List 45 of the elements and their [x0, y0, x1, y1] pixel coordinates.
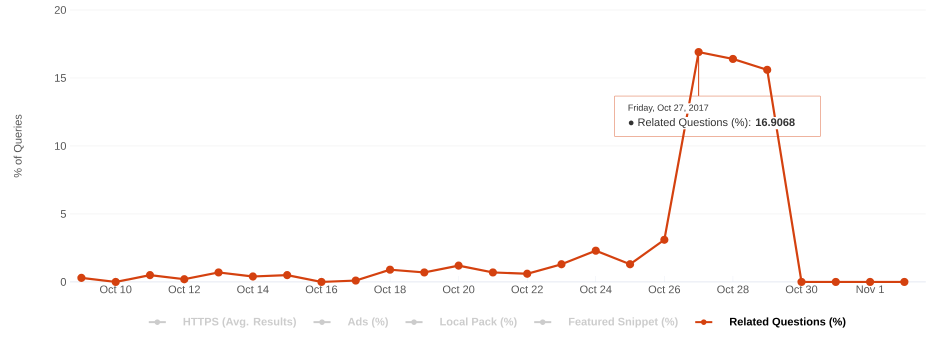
point — [488, 268, 497, 277]
point — [386, 266, 394, 274]
point — [660, 236, 668, 244]
point — [112, 278, 120, 286]
point — [523, 270, 532, 278]
point — [592, 246, 600, 255]
x-tick-label: Nov 1 — [856, 286, 884, 294]
point — [557, 260, 566, 268]
x-tick-label: Oct 24 — [580, 286, 612, 294]
point — [317, 278, 326, 286]
x-tick-label: Oct 20 — [442, 286, 474, 294]
x-tick-label: Oct 14 — [237, 286, 269, 294]
y-tick-label: 20 — [54, 6, 66, 14]
x-tick-label: Oct 22 — [512, 286, 543, 294]
point — [146, 271, 154, 280]
point — [214, 268, 223, 277]
y-tick-label: 10 — [55, 142, 66, 150]
point — [248, 272, 257, 281]
y-tick-label: 0 — [60, 278, 66, 286]
point — [283, 271, 292, 280]
x-tick-label: Oct 30 — [786, 286, 818, 294]
y-tick-label: 5 — [60, 210, 66, 218]
x-tick-label: Oct 12 — [168, 286, 200, 294]
point — [352, 276, 360, 285]
annotation: ● Related Questions (%): 16.9068 — [628, 118, 795, 128]
x-tick-label: Oct 10 — [100, 286, 132, 294]
legend-label: Related Questions (%) — [730, 317, 846, 328]
point — [797, 278, 806, 286]
point — [454, 262, 463, 270]
x-tick-label: Oct 26 — [648, 286, 680, 294]
point — [694, 48, 703, 56]
x-tick-label: Oct 18 — [374, 286, 406, 294]
point — [728, 54, 738, 64]
point — [420, 268, 428, 277]
annotation: Friday, Oct 27, 2017 — [628, 104, 708, 113]
point — [180, 275, 188, 284]
y-axis-title: % of Queries — [14, 114, 24, 178]
point — [626, 260, 634, 268]
point — [763, 66, 772, 74]
x-tick-label: Oct 16 — [306, 286, 338, 294]
point — [77, 274, 86, 282]
x-tick-label: Oct 28 — [717, 286, 749, 294]
y-tick-label: 15 — [55, 74, 66, 82]
point — [832, 278, 840, 286]
point — [900, 278, 908, 286]
